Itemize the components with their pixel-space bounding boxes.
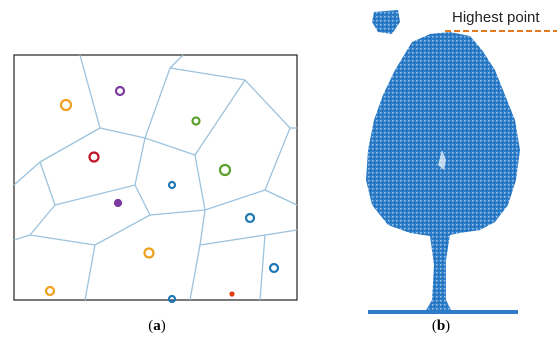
caption-a: (a) — [148, 318, 166, 334]
caption-close: ) — [445, 318, 450, 334]
highest-point-label: Highest point — [452, 9, 540, 26]
caption-close: ) — [161, 318, 166, 334]
voronoi-panel — [14, 55, 297, 302]
caption-letter: b — [437, 318, 445, 334]
outlier-points — [372, 10, 400, 34]
tree-point-cloud — [366, 32, 520, 312]
caption-b: (b) — [432, 318, 450, 334]
ground-points — [368, 310, 518, 314]
figure: (a) Highest point (b) — [0, 0, 557, 339]
panel-frame — [14, 55, 297, 300]
tree-panel: Highest point — [366, 9, 557, 314]
